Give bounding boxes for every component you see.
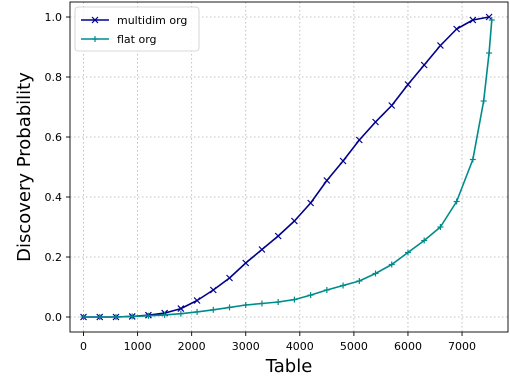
y-tick-label: 0.8 <box>45 71 63 84</box>
data-point <box>488 17 495 23</box>
y-tick-label: 0.4 <box>45 191 63 204</box>
data-point <box>421 237 428 244</box>
data-point <box>226 274 233 282</box>
data-point <box>194 308 201 315</box>
x-axis-label: Table <box>265 356 313 377</box>
legend-label: flat org <box>117 33 157 46</box>
series-flat-org <box>80 17 495 320</box>
data-point <box>486 50 493 56</box>
data-point <box>307 199 315 207</box>
data-point <box>226 304 233 311</box>
x-marker-stroke <box>323 177 331 184</box>
data-point <box>436 42 444 49</box>
x-marker-stroke <box>485 13 493 21</box>
data-point <box>177 310 184 317</box>
data-point <box>404 249 411 256</box>
x-marker-stroke <box>339 157 347 165</box>
data-point <box>112 314 119 320</box>
x-marker-stroke <box>226 274 233 282</box>
data-point <box>242 302 249 308</box>
x-marker-stroke <box>307 199 315 207</box>
data-point <box>355 136 363 144</box>
x-marker-stroke <box>420 61 428 69</box>
x-marker-stroke <box>436 42 444 49</box>
data-point <box>485 13 493 21</box>
x-marker-stroke <box>91 16 99 24</box>
data-point <box>209 286 217 294</box>
data-point <box>161 311 168 318</box>
data-point <box>356 278 363 284</box>
data-point <box>193 297 201 304</box>
y-tick-label: 1.0 <box>45 11 63 24</box>
x-tick-label: 4000 <box>286 340 314 353</box>
data-point <box>339 157 347 165</box>
data-point <box>274 232 282 240</box>
legend-entry: multidim org <box>81 14 187 27</box>
data-point <box>323 177 331 184</box>
data-point <box>258 300 265 307</box>
legend-box <box>74 6 200 52</box>
data-point <box>420 61 428 69</box>
series-layer <box>80 13 495 321</box>
x-axis-ticks: 0 1000 2000 3000 4000 5000 6000 7000 <box>80 332 476 353</box>
data-point <box>242 259 250 267</box>
x-tick-label: 6000 <box>394 340 422 353</box>
data-point <box>210 306 217 313</box>
data-point <box>480 98 487 104</box>
x-marker-stroke <box>193 297 201 304</box>
x-marker-stroke <box>469 16 477 24</box>
x-marker-stroke <box>372 118 379 126</box>
data-point <box>453 25 461 33</box>
legend-entry: flat org <box>81 33 157 46</box>
x-marker-stroke <box>290 217 298 225</box>
data-point <box>275 299 282 305</box>
x-marker-stroke <box>177 305 185 313</box>
data-point <box>258 246 266 253</box>
data-point <box>290 217 298 225</box>
data-point <box>80 314 87 320</box>
data-point <box>372 270 379 277</box>
y-tick-label: 0.6 <box>45 131 63 144</box>
series-line <box>83 19 493 318</box>
x-marker-stroke <box>258 246 266 253</box>
y-tick-label: 0.0 <box>45 311 63 324</box>
data-point <box>96 314 103 320</box>
data-point <box>404 81 412 88</box>
legend: multidim org flat org <box>74 6 200 52</box>
data-point <box>307 292 314 299</box>
legend-label: multidim org <box>117 14 187 27</box>
x-marker-stroke <box>355 136 363 144</box>
data-point <box>469 16 477 24</box>
plot-frame <box>69 1 509 333</box>
x-marker-stroke <box>274 232 282 240</box>
x-marker-stroke <box>388 102 396 109</box>
data-point <box>437 224 444 230</box>
data-point <box>340 282 347 289</box>
x-tick-label: 3000 <box>232 340 260 353</box>
y-tick-label: 0.2 <box>45 251 63 264</box>
data-point <box>388 261 395 268</box>
x-tick-label: 0 <box>80 340 87 353</box>
data-point <box>388 102 396 109</box>
data-point <box>129 313 136 320</box>
x-tick-label: 7000 <box>448 340 476 353</box>
x-tick-label: 1000 <box>124 340 152 353</box>
y-axis-ticks: 0.0 0.2 0.4 0.6 0.8 1.0 <box>45 11 70 324</box>
x-marker-stroke <box>209 286 217 294</box>
x-marker-stroke <box>242 259 250 267</box>
data-point <box>372 118 379 126</box>
x-marker-stroke <box>453 25 461 33</box>
data-point <box>177 305 185 313</box>
x-tick-label: 5000 <box>340 340 368 353</box>
x-marker-stroke <box>404 81 412 88</box>
data-point <box>145 312 152 319</box>
data-point <box>291 296 298 303</box>
data-point <box>469 156 476 163</box>
x-tick-label: 2000 <box>178 340 206 353</box>
data-point <box>453 198 460 205</box>
data-point <box>323 287 330 293</box>
y-axis-label: Discovery Probability <box>14 72 35 262</box>
